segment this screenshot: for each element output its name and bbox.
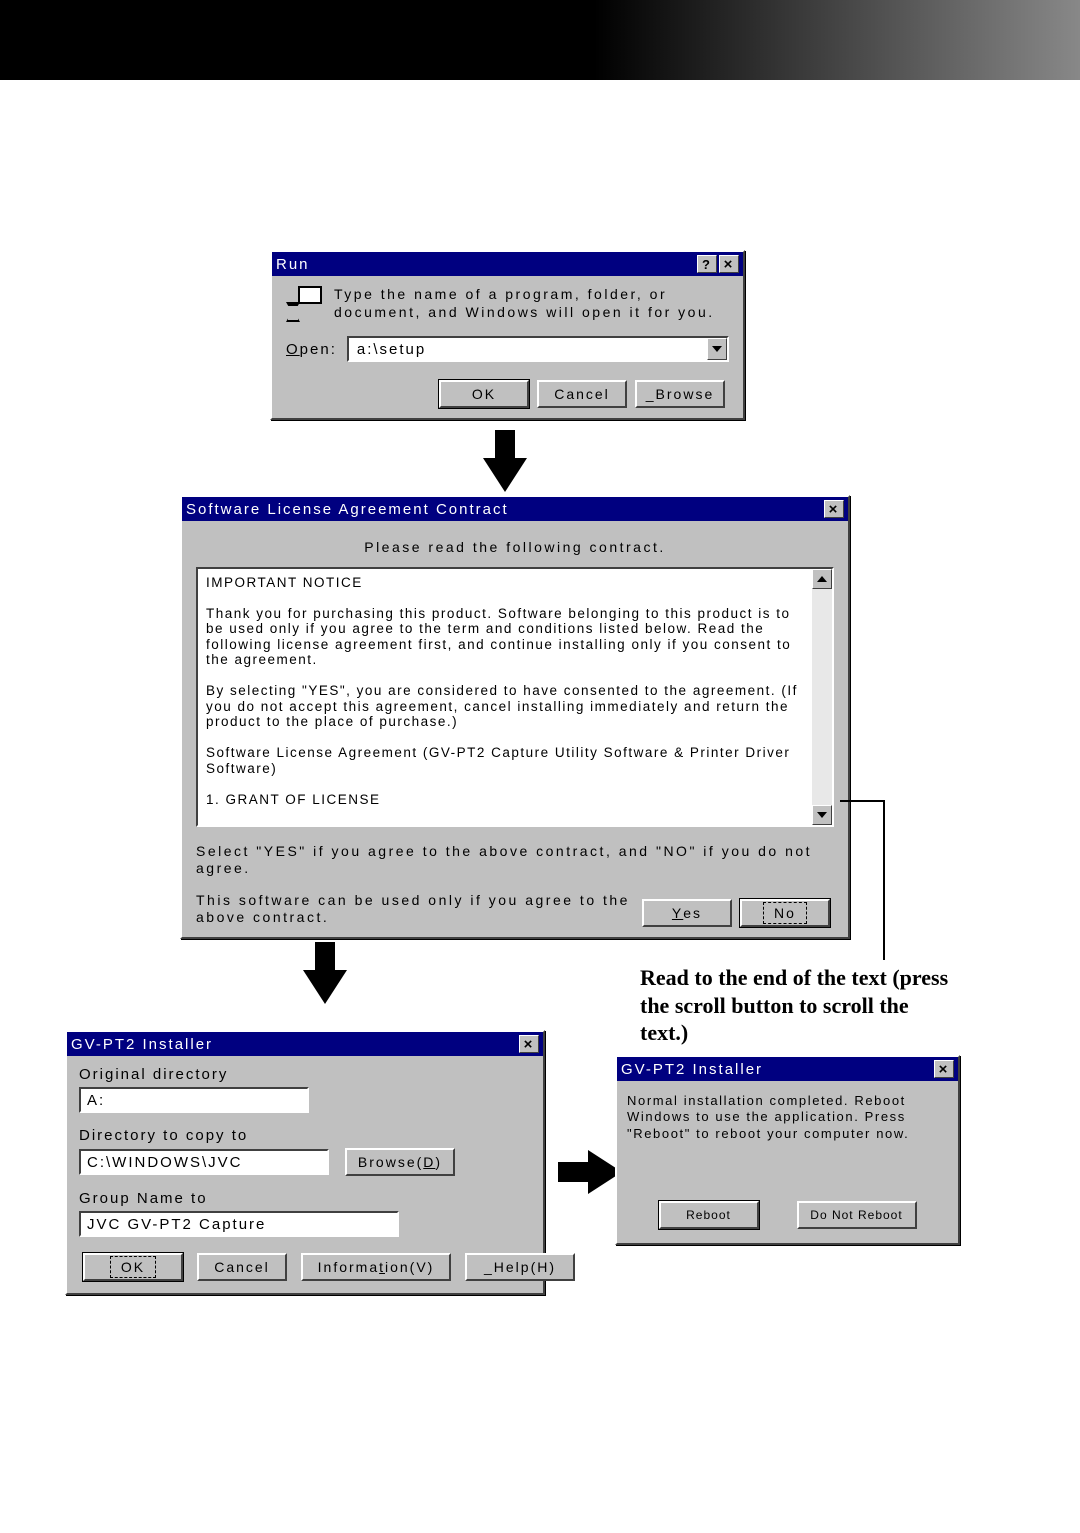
arrow-icon — [303, 970, 347, 1004]
run-instruction: Type the name of a program, folder, or d… — [334, 286, 729, 321]
close-icon[interactable]: × — [719, 255, 739, 273]
browse-button[interactable]: _Browse — [635, 380, 725, 408]
copy-dir-label: Directory to copy to — [79, 1127, 531, 1144]
scroll-up-icon[interactable] — [812, 569, 832, 589]
orig-dir-value: A: — [87, 1092, 105, 1109]
close-icon[interactable]: × — [824, 500, 844, 518]
group-name-value: JVC GV-PT2 Capture — [87, 1216, 266, 1233]
browse-button[interactable]: Browse(D) — [345, 1148, 455, 1176]
header-gradient-bar — [0, 0, 1080, 80]
help-button[interactable]: _Help(H) — [465, 1253, 575, 1281]
open-field[interactable]: a:\setup — [347, 336, 729, 362]
reboot-dialog: GV-PT2 Installer × Normal installation c… — [615, 1055, 960, 1245]
run-title: Run — [276, 256, 695, 273]
cancel-button[interactable]: Cancel — [537, 380, 627, 408]
license-dialog: Software License Agreement Contract × Pl… — [180, 495, 850, 939]
scrollbar[interactable] — [812, 569, 832, 825]
close-icon[interactable]: × — [519, 1035, 539, 1053]
reboot-button[interactable]: Reboot — [659, 1201, 759, 1229]
group-name-label: Group Name to — [79, 1190, 531, 1207]
info-button[interactable]: Information(V) — [301, 1253, 451, 1281]
reboot-titlebar: GV-PT2 Installer × — [617, 1057, 958, 1081]
do-not-reboot-button[interactable]: Do Not Reboot — [797, 1201, 917, 1229]
license-header: Please read the following contract. — [196, 539, 834, 557]
open-label: Open: — [286, 341, 337, 358]
no-button[interactable]: No — [740, 899, 830, 927]
license-use-text: This software can be used only if you ag… — [196, 892, 638, 927]
copy-dir-field[interactable]: C:\WINDOWS\JVC — [79, 1149, 329, 1175]
arrow-icon — [558, 1150, 622, 1194]
installer-dialog: GV-PT2 Installer × Original directory A:… — [65, 1030, 545, 1295]
cancel-button[interactable]: Cancel — [197, 1253, 287, 1281]
run-dialog: Run ? × Type the name of a program, fold… — [270, 250, 745, 420]
license-select-text: Select "YES" if you agree to the above c… — [196, 843, 834, 878]
reboot-title: GV-PT2 Installer — [621, 1061, 932, 1078]
copy-dir-value: C:\WINDOWS\JVC — [87, 1154, 243, 1171]
scroll-down-icon[interactable] — [812, 805, 832, 825]
ok-button[interactable]: OK — [439, 380, 529, 408]
run-app-icon — [286, 284, 324, 322]
arrow-icon — [495, 430, 515, 460]
ok-button[interactable]: OK — [83, 1253, 183, 1281]
close-icon[interactable]: × — [934, 1060, 954, 1078]
installer-title: GV-PT2 Installer — [71, 1036, 517, 1053]
yes-button[interactable]: Yes — [642, 899, 732, 927]
orig-dir-field[interactable]: A: — [79, 1087, 309, 1113]
callout-line — [840, 800, 885, 960]
help-icon[interactable]: ? — [697, 255, 717, 273]
arrow-icon — [315, 942, 335, 972]
license-text-area: IMPORTANT NOTICE Thank you for purchasin… — [196, 567, 834, 827]
group-name-field[interactable]: JVC GV-PT2 Capture — [79, 1211, 399, 1237]
license-title: Software License Agreement Contract — [186, 501, 822, 518]
reboot-message: Normal installation completed. Reboot Wi… — [627, 1093, 948, 1183]
license-body: IMPORTANT NOTICE Thank you for purchasin… — [206, 575, 804, 808]
arrow-icon — [483, 458, 527, 492]
open-value: a:\setup — [349, 341, 707, 358]
installer-titlebar: GV-PT2 Installer × — [67, 1032, 543, 1056]
orig-dir-label: Original directory — [79, 1066, 531, 1083]
license-titlebar: Software License Agreement Contract × — [182, 497, 848, 521]
annotation-text: Read to the end of the text (press the s… — [640, 964, 960, 1047]
run-titlebar: Run ? × — [272, 252, 743, 276]
open-dropdown-icon[interactable] — [707, 338, 727, 360]
